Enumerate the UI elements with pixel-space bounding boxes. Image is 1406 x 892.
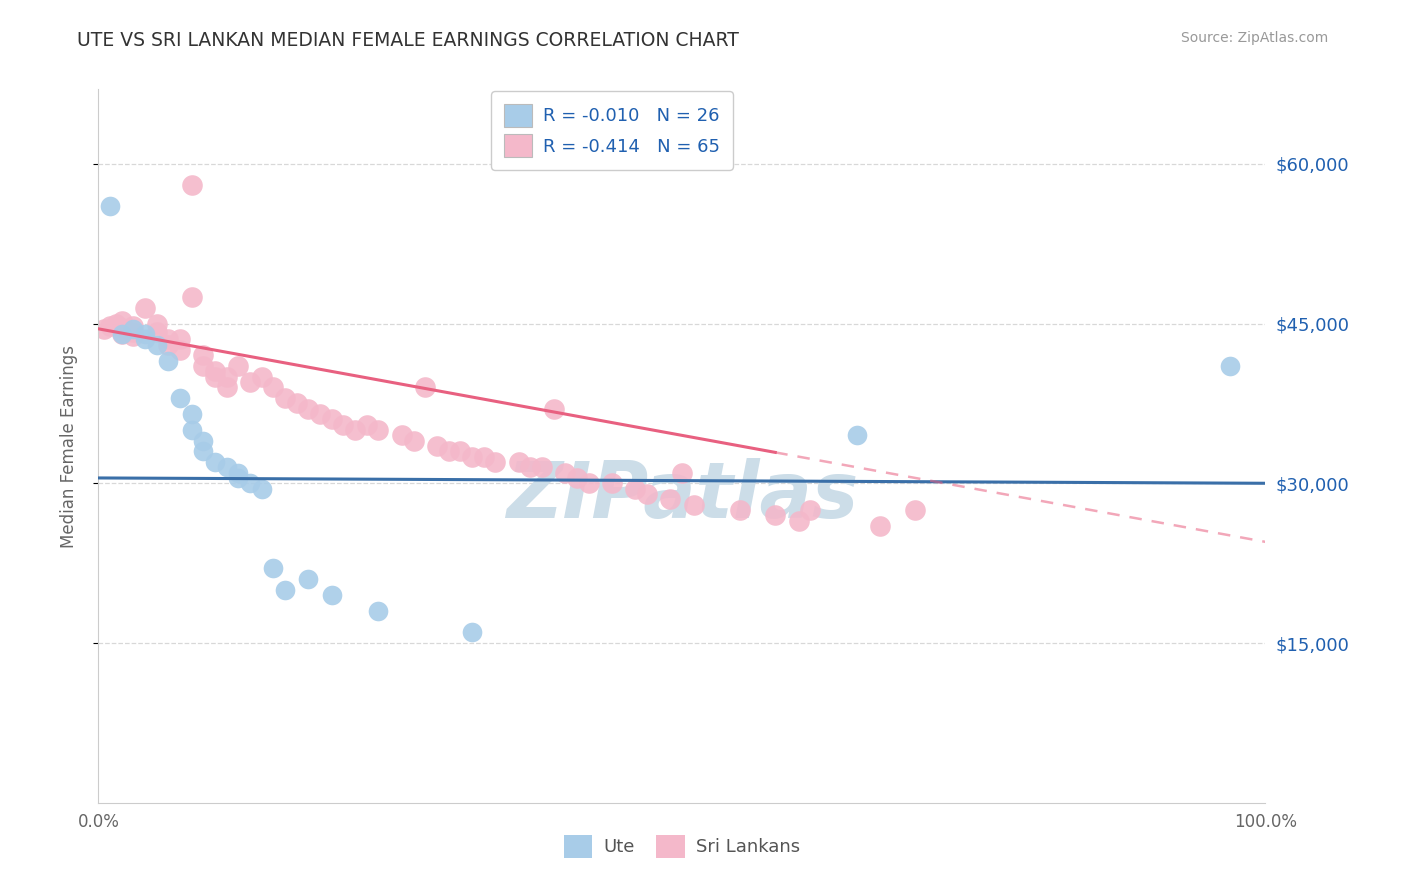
Point <box>157 338 180 352</box>
Point <box>111 320 134 334</box>
Point <box>111 327 134 342</box>
Point <box>98 318 121 333</box>
Point <box>250 482 273 496</box>
Point <box>321 588 343 602</box>
Point <box>215 369 238 384</box>
Point <box>367 604 389 618</box>
Point <box>519 460 541 475</box>
Point <box>193 349 215 363</box>
Point <box>180 178 202 192</box>
Point <box>367 423 389 437</box>
Point <box>228 471 250 485</box>
Point <box>1219 359 1241 373</box>
Point <box>228 466 250 480</box>
Point <box>239 375 262 389</box>
Legend: Ute, Sri Lankans: Ute, Sri Lankans <box>557 828 807 865</box>
Point <box>787 514 810 528</box>
Point <box>297 572 319 586</box>
Point <box>204 364 226 378</box>
Point <box>122 325 145 339</box>
Point <box>904 503 927 517</box>
Point <box>332 417 354 432</box>
Point <box>344 423 367 437</box>
Point <box>321 412 343 426</box>
Point <box>682 498 704 512</box>
Point <box>157 333 180 347</box>
Point <box>193 359 215 373</box>
Point <box>193 444 215 458</box>
Point <box>472 450 495 464</box>
Text: Source: ZipAtlas.com: Source: ZipAtlas.com <box>1181 31 1329 45</box>
Point <box>146 325 169 339</box>
Point <box>285 396 308 410</box>
Point <box>180 423 202 437</box>
Point <box>146 338 169 352</box>
Point <box>600 476 623 491</box>
Point <box>228 359 250 373</box>
Point <box>93 322 115 336</box>
Point <box>636 487 658 501</box>
Point <box>215 380 238 394</box>
Point <box>239 476 262 491</box>
Point <box>578 476 600 491</box>
Point <box>204 369 226 384</box>
Point <box>730 503 752 517</box>
Point <box>111 314 134 328</box>
Point <box>250 369 273 384</box>
Point <box>215 460 238 475</box>
Point <box>530 460 553 475</box>
Point <box>508 455 530 469</box>
Point <box>180 290 202 304</box>
Point <box>671 466 693 480</box>
Point <box>461 450 484 464</box>
Point <box>297 401 319 416</box>
Point <box>262 380 284 394</box>
Point <box>146 317 169 331</box>
Point <box>122 322 145 336</box>
Point <box>449 444 471 458</box>
Point <box>659 492 682 507</box>
Point <box>104 317 127 331</box>
Point <box>169 391 191 405</box>
Point <box>169 343 191 358</box>
Point <box>869 519 891 533</box>
Y-axis label: Median Female Earnings: Median Female Earnings <box>59 344 77 548</box>
Point <box>122 329 145 343</box>
Point <box>799 503 821 517</box>
Point <box>262 561 284 575</box>
Point <box>413 380 436 394</box>
Point <box>565 471 588 485</box>
Point <box>437 444 460 458</box>
Point <box>157 353 180 368</box>
Point <box>274 582 297 597</box>
Point <box>391 428 413 442</box>
Point <box>554 466 576 480</box>
Point <box>122 318 145 333</box>
Point <box>484 455 506 469</box>
Point <box>111 327 134 342</box>
Point <box>356 417 378 432</box>
Point <box>98 199 121 213</box>
Point <box>204 455 226 469</box>
Point <box>402 434 425 448</box>
Point <box>846 428 869 442</box>
Point <box>134 301 156 315</box>
Point <box>461 625 484 640</box>
Point <box>274 391 297 405</box>
Point <box>169 333 191 347</box>
Point <box>426 439 449 453</box>
Point <box>180 407 202 421</box>
Point <box>134 327 156 342</box>
Point <box>134 333 156 347</box>
Point <box>543 401 565 416</box>
Point <box>624 482 647 496</box>
Point <box>193 434 215 448</box>
Point <box>763 508 786 523</box>
Point <box>309 407 332 421</box>
Text: UTE VS SRI LANKAN MEDIAN FEMALE EARNINGS CORRELATION CHART: UTE VS SRI LANKAN MEDIAN FEMALE EARNINGS… <box>77 31 740 50</box>
Text: ZIPatlas: ZIPatlas <box>506 458 858 534</box>
